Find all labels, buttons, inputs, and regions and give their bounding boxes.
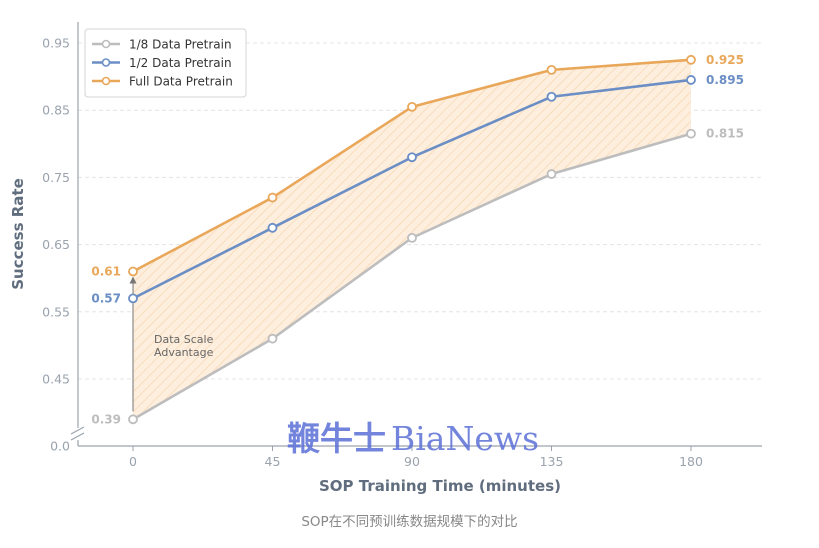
advantage-shaded-area: [133, 59, 691, 420]
start-value-label: 0.57: [91, 291, 121, 305]
y-tick-label: 0.85: [42, 103, 70, 118]
data-point: [686, 128, 696, 139]
y-axis-title: Success Rate: [9, 178, 27, 290]
legend-label: 1/2 Data Pretrain: [129, 56, 232, 70]
data-point: [128, 266, 138, 277]
end-value-label: 0.925: [706, 53, 744, 67]
x-tick-label: 90: [404, 454, 420, 469]
x-tick-label: 45: [265, 454, 281, 469]
legend-swatch-marker: [101, 76, 111, 86]
start-value-label: 0.39: [91, 412, 121, 426]
data-point: [407, 101, 417, 112]
y-tick-label: 0.75: [42, 170, 70, 185]
data-point: [267, 192, 278, 203]
watermark-chinese: 鞭牛士: [287, 419, 386, 458]
axis-break-mark: [70, 426, 85, 435]
data-labels: 0.39 0.815 0.57 0.895 0.61 0.925: [91, 53, 744, 427]
start-value-label: 0.61: [91, 264, 121, 278]
annotation-arrowhead: [129, 276, 137, 284]
x-axis-title: SOP Training Time (minutes): [319, 477, 561, 495]
legend-label: Full Data Pretrain: [129, 74, 233, 88]
y-tick-label: 0.55: [42, 304, 70, 319]
data-point: [128, 414, 138, 425]
x-tick-label: 0: [129, 454, 137, 469]
x-tick-label: 180: [679, 454, 703, 469]
legend-swatch-marker: [101, 58, 111, 67]
figure-caption: SOP在不同预训练数据规模下的对比: [301, 514, 518, 530]
data-point: [546, 64, 557, 75]
data-point: [686, 75, 696, 85]
series-lines: [128, 54, 696, 425]
data-point: [546, 91, 557, 102]
legend-box: [84, 28, 247, 98]
data-point: [128, 293, 138, 304]
watermark-logo: 鞭牛士 BiaNews: [287, 419, 539, 458]
axis-break-mark: [70, 432, 85, 441]
data-point: [267, 222, 278, 233]
end-value-label: 0.895: [706, 73, 744, 87]
legend: 1/8 Data Pretrain 1/2 Data Pretrain Full D…: [84, 28, 247, 98]
annotation-text: Advantage: [154, 346, 214, 359]
x-tick-label: 135: [540, 454, 564, 469]
data-point: [546, 169, 557, 179]
y-tick-label: 0.45: [42, 372, 70, 387]
y-tick-label: 0.65: [42, 237, 70, 252]
y-tick-label: 0.0: [50, 439, 70, 454]
data-point: [407, 232, 417, 243]
end-value-label: 0.815: [706, 127, 744, 141]
annotation-text: Data Scale: [154, 333, 214, 346]
y-tick-label: 0.95: [42, 36, 70, 51]
data-point: [407, 152, 417, 163]
watermark-latin: BiaNews: [391, 419, 539, 458]
axes: 0.0 0.45 0.55 0.65 0.75 0.85 0.95 0 45 90 135 180 SO…: [9, 22, 762, 495]
data-point: [686, 54, 696, 65]
data-point: [267, 333, 278, 344]
legend-label: 1/8 Data Pretrain: [129, 37, 232, 51]
legend-swatch-marker: [101, 39, 111, 49]
